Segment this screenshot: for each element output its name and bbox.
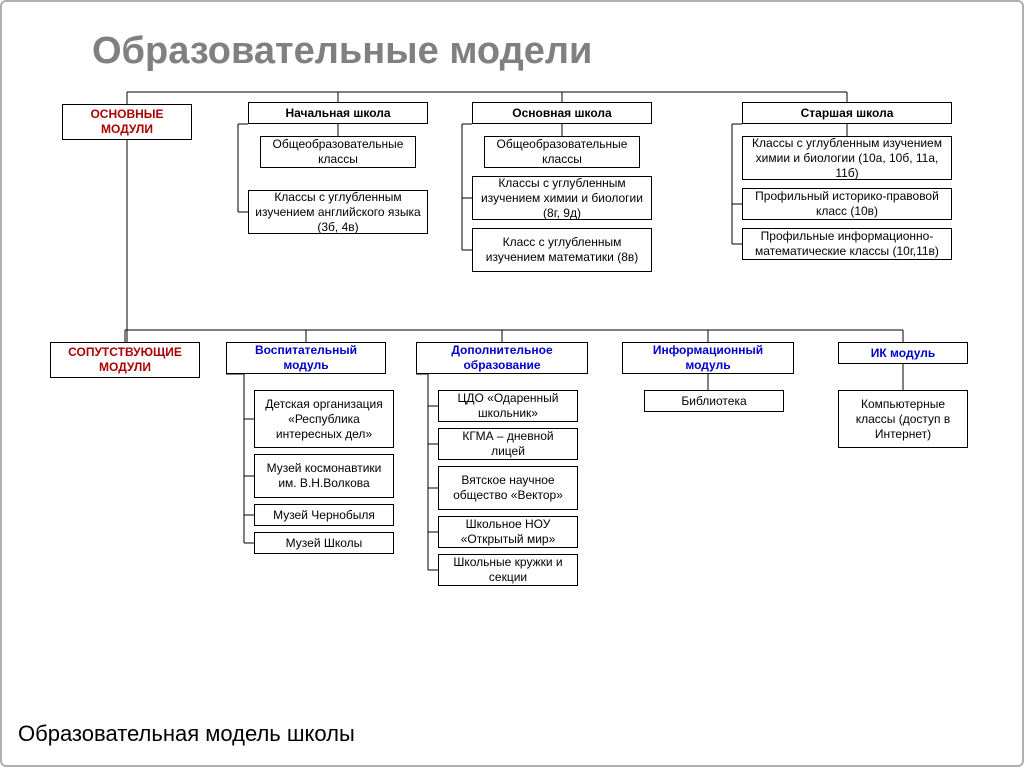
header-inf: Информационный модуль xyxy=(622,342,794,374)
osn-child-3: Класс с углубленным изучением математики… xyxy=(472,228,652,272)
star-child-3: Профильные информационно-математические … xyxy=(742,228,952,260)
dop-child-3: Вятское научное общество «Вектор» xyxy=(438,466,578,510)
star-child-2: Профильный историко-правовой класс (10в) xyxy=(742,188,952,220)
dop-child-2: КГМА – дневной лицей xyxy=(438,428,578,460)
dop-child-5: Школьные кружки и секции xyxy=(438,554,578,586)
header-nachalnaya: Начальная школа xyxy=(248,102,428,124)
dop-child-1: ЦДО «Одаренный школьник» xyxy=(438,390,578,422)
vosp-child-1: Детская организация «Республика интересн… xyxy=(254,390,394,448)
root-soputstv: СОПУТСТВУЮЩИЕ МОДУЛИ xyxy=(50,342,200,378)
root-osnovnye: ОСНОВНЫЕ МОДУЛИ xyxy=(62,104,192,140)
header-starshaya: Старшая школа xyxy=(742,102,952,124)
header-dop: Дополнительное образование xyxy=(416,342,588,374)
nach-child-2: Классы с углубленным изучением английско… xyxy=(248,190,428,234)
vosp-child-4: Музей Школы xyxy=(254,532,394,554)
header-osnovnaya: Основная школа xyxy=(472,102,652,124)
osn-child-2: Классы с углубленным изучением химии и б… xyxy=(472,176,652,220)
star-child-1: Классы с углубленным изучением химии и б… xyxy=(742,136,952,180)
vosp-child-3: Музей Чернобыля xyxy=(254,504,394,526)
header-vospit: Воспитательный модуль xyxy=(226,342,386,374)
osn-child-1: Общеобразовательные классы xyxy=(484,136,640,168)
nach-child-1: Общеобразовательные классы xyxy=(260,136,416,168)
page-title: Образовательные модели xyxy=(92,30,592,73)
header-ik: ИК модуль xyxy=(838,342,968,364)
dop-child-4: Школьное НОУ «Открытый мир» xyxy=(438,516,578,548)
ik-child-1: Компьютерные классы (доступ в Интернет) xyxy=(838,390,968,448)
inf-child-1: Библиотека xyxy=(644,390,784,412)
vosp-child-2: Музей космонавтики им. В.Н.Волкова xyxy=(254,454,394,498)
caption: Образовательная модель школы xyxy=(18,721,355,747)
